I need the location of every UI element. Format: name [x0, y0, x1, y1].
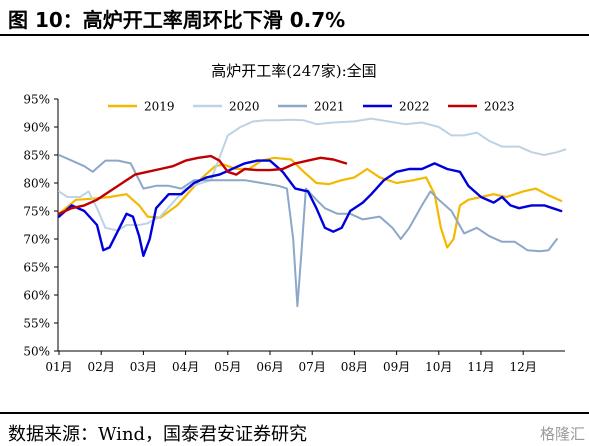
x-tick-label: 11月 — [467, 360, 494, 374]
x-tick-label: 08月 — [341, 360, 368, 374]
legend-label-2023: 2023 — [484, 100, 515, 114]
x-tick-label: 03月 — [130, 360, 157, 374]
x-tick-label: 09月 — [383, 360, 410, 374]
chart-axes: 50% 55% 60% 65% 70% 75% 80% 85% 90% 95% 01月 02月 03月 0… — [23, 93, 565, 374]
y-tick-label: 55% — [23, 317, 50, 331]
y-tick-label: 85% — [23, 149, 50, 163]
title-rule — [0, 34, 589, 36]
chart-legend: 2019 2020 2021 2022 2023 — [108, 100, 515, 114]
chart-title: 高炉开工率(247家):全国 — [211, 62, 376, 80]
x-tick-label: 04月 — [172, 360, 199, 374]
source-rule — [0, 412, 589, 414]
chart-series-lines — [57, 117, 567, 308]
y-tick-label: 80% — [23, 177, 50, 191]
y-tick-label: 90% — [23, 121, 50, 135]
y-tick-label: 95% — [23, 93, 50, 107]
y-tick-label: 60% — [23, 289, 50, 303]
data-source-note: 数据来源：Wind，国泰君安证券研究 — [8, 424, 308, 445]
y-tick-label: 65% — [23, 261, 50, 275]
x-tick-label: 12月 — [510, 360, 537, 374]
watermark-logo: 格隆汇 — [539, 425, 585, 443]
series-line-2023 — [57, 154, 348, 215]
figure-title: 图 10：高炉开工率周环比下滑 0.7% — [8, 8, 346, 32]
legend-label-2020: 2020 — [229, 100, 260, 114]
legend-label-2019: 2019 — [144, 100, 175, 114]
series-line-2021 — [58, 154, 558, 308]
legend-label-2021: 2021 — [314, 100, 345, 114]
x-tick-label: 10月 — [425, 360, 452, 374]
y-tick-label: 50% — [23, 345, 50, 359]
y-tick-label: 70% — [23, 233, 50, 247]
x-tick-label: 06月 — [256, 360, 283, 374]
series-line-2022 — [57, 159, 563, 257]
series-line-2019 — [57, 156, 563, 249]
x-tick-label: 05月 — [214, 360, 241, 374]
y-tick-label: 75% — [23, 205, 50, 219]
legend-label-2022: 2022 — [399, 100, 430, 114]
x-tick-label: 07月 — [299, 360, 326, 374]
x-tick-label: 01月 — [45, 360, 72, 374]
series-line-2020 — [58, 117, 567, 232]
x-tick-label: 02月 — [88, 360, 115, 374]
